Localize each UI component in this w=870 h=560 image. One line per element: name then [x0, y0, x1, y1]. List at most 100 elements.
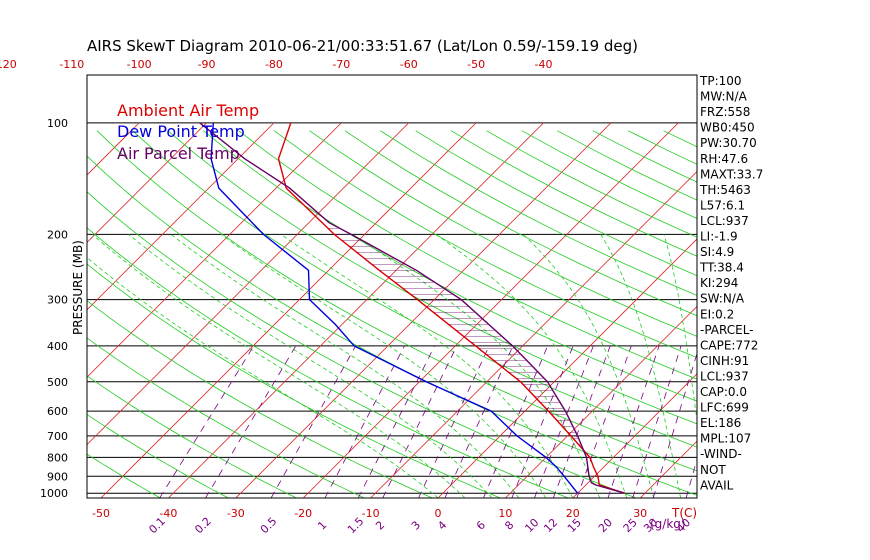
top-temperature-axis: -120 -110 -100 -90 -80 -70 -60 -50 -40	[0, 58, 553, 71]
isotherm-line	[437, 238, 697, 498]
dew-point-temp-line	[210, 122, 579, 494]
isotherm-line	[87, 122, 275, 311]
pressure-tick-label: 300	[47, 294, 68, 307]
dry-adiabat-line	[87, 227, 570, 498]
top-temp-tick-label: -110	[59, 58, 84, 71]
dry-adiabat-line	[309, 130, 697, 337]
stability-index-item: CAP:0.0	[700, 385, 747, 399]
mixing-ratio-tick-label: 6	[474, 518, 488, 532]
stability-index-item: MW:N/A	[700, 90, 748, 104]
moist-adiabat-line	[600, 234, 681, 498]
moist-adiabat-line	[170, 234, 520, 498]
stability-index-item: MAXT:33.7	[700, 167, 763, 181]
moist-adiabat-line	[220, 234, 547, 498]
top-temp-tick-label: -80	[265, 58, 283, 71]
mixing-ratio-line	[607, 345, 660, 498]
bottom-temp-tick-label: -10	[362, 507, 380, 520]
y-axis-label: PRESSURE (MB)	[71, 240, 85, 335]
moist-adiabat-line	[280, 234, 574, 498]
top-temp-tick-label: -120	[0, 58, 17, 71]
dry-adiabat-line	[663, 130, 697, 148]
moist-adiabat-line	[435, 234, 628, 498]
dry-adiabat-line	[841, 131, 870, 501]
isotherm-line	[168, 122, 544, 498]
mixing-ratio-line	[270, 345, 356, 498]
top-temp-tick-label: -50	[467, 58, 485, 71]
air-parcel-temp-line	[199, 122, 625, 494]
isotherm-line	[0, 123, 4, 498]
pressure-tick-label: 1000	[40, 487, 68, 500]
stability-index-item: KI:294	[700, 276, 738, 290]
pressure-tick-label: 800	[47, 451, 68, 464]
dry-adiabat-line	[415, 130, 697, 277]
stability-index-item: RH:47.6	[700, 152, 748, 166]
mixing-ratio-line	[159, 345, 255, 498]
cape-hatch-polygon	[324, 224, 584, 450]
mixing-ratio-line	[483, 345, 549, 498]
stability-index-item: LI:-1.9	[700, 230, 738, 244]
dry-adiabat-line	[87, 453, 162, 498]
stability-index-item: LFC:699	[700, 401, 749, 415]
moist-adiabat-line	[128, 234, 493, 498]
isotherm-line	[572, 373, 697, 498]
pressure-axis: 100 200 300 400 500 600 700 800 900 1000	[40, 117, 68, 500]
stability-index-item: CAPE:772	[700, 338, 758, 352]
top-temp-tick-label: -40	[535, 58, 553, 71]
dry-adiabat-line	[87, 300, 434, 498]
profile-lines	[199, 122, 625, 494]
bottom-temp-tick-label: 20	[566, 507, 580, 520]
legend-air-parcel-temp: Air Parcel Temp	[117, 144, 240, 163]
dry-adiabat-line	[87, 414, 230, 498]
moist-adiabat-line	[92, 234, 466, 498]
pressure-tick-label: 600	[47, 405, 68, 418]
moist-adiabat-line	[87, 256, 439, 498]
legend-ambient-air-temp: Ambient Air Temp	[117, 101, 259, 120]
mixing-ratio-line	[576, 345, 632, 498]
ambient-air-temp-line	[277, 122, 625, 494]
dry-adiabat-line	[770, 131, 870, 501]
mixing-ratio-unit: (g/kg)	[650, 517, 686, 531]
dry-adiabat-line	[805, 131, 870, 501]
isotherm-line	[87, 122, 342, 378]
stability-index-item: SI:4.9	[700, 245, 734, 259]
dry-adiabat-line	[486, 130, 697, 238]
bottom-temp-tick-label: 0	[435, 507, 442, 520]
isotherm-line	[100, 122, 477, 498]
mixing-ratio-line	[205, 345, 297, 498]
bottom-temperature-axis: -50 -40 -30 -20 -10 0 10 20 30	[92, 507, 647, 520]
stability-index-item: CINH:91	[700, 354, 749, 368]
stability-index-item: NOT	[700, 463, 726, 477]
dry-adiabat-line	[273, 130, 697, 358]
mixing-ratio-line	[357, 345, 436, 498]
plot-area-border	[86, 74, 698, 499]
stability-index-item: L57:6.1	[700, 198, 745, 212]
legend-dew-point-temp: Dew Point Temp	[117, 122, 245, 141]
stability-index-item: AVAIL	[700, 478, 734, 492]
mixing-ratio-tick-label: 10	[522, 516, 541, 535]
isotherm-line	[87, 122, 207, 243]
mixing-ratio-line	[552, 345, 611, 498]
stability-index-item: LCL:937	[700, 214, 749, 228]
mixing-ratio-tick-label: 12	[541, 516, 560, 535]
isotherm-line	[505, 305, 697, 498]
dry-adiabat-line	[734, 131, 870, 501]
mixing-ratio-tick-label: 8	[502, 518, 516, 532]
dry-adiabat-line	[87, 191, 638, 498]
grid-lines	[0, 122, 870, 501]
isotherm-line	[302, 122, 679, 498]
stability-index-item: SW:N/A	[700, 292, 745, 306]
mixing-ratio-line	[511, 345, 574, 498]
stability-index-item: -PARCEL-	[700, 323, 754, 337]
mixing-ratio-line	[685, 457, 697, 498]
mixing-ratio-line	[324, 345, 405, 498]
mixing-ratio-line	[652, 352, 697, 498]
isotherm-line	[235, 122, 612, 498]
stability-index-item: PW:30.70	[700, 136, 757, 150]
stability-index-item: TP:100	[699, 74, 742, 88]
top-temp-tick-label: -70	[332, 58, 350, 71]
dry-adiabat-line	[344, 130, 697, 317]
mixing-ratio-line	[632, 345, 682, 498]
mixing-ratio-tick-label: 20	[596, 516, 615, 535]
